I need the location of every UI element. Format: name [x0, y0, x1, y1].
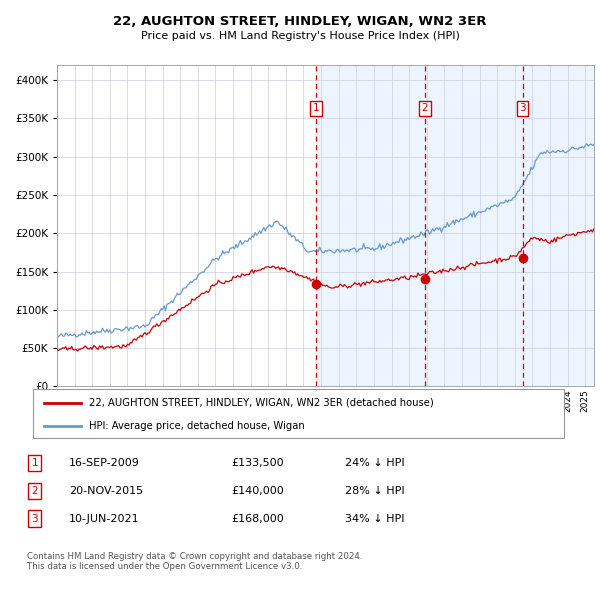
Text: £133,500: £133,500	[231, 458, 284, 468]
Bar	[316, 65, 594, 386]
Text: Price paid vs. HM Land Registry's House Price Index (HPI): Price paid vs. HM Land Registry's House …	[140, 31, 460, 41]
Text: 3: 3	[519, 103, 526, 113]
Text: £168,000: £168,000	[231, 514, 284, 523]
Text: 2: 2	[421, 103, 428, 113]
Text: 22, AUGHTON STREET, HINDLEY, WIGAN, WN2 3ER (detached house): 22, AUGHTON STREET, HINDLEY, WIGAN, WN2 …	[89, 398, 434, 408]
Text: £140,000: £140,000	[231, 486, 284, 496]
Text: 2: 2	[31, 486, 38, 496]
Text: 3: 3	[31, 514, 38, 523]
Text: 22, AUGHTON STREET, HINDLEY, WIGAN, WN2 3ER: 22, AUGHTON STREET, HINDLEY, WIGAN, WN2 …	[113, 15, 487, 28]
Text: 28% ↓ HPI: 28% ↓ HPI	[345, 486, 404, 496]
Text: 10-JUN-2021: 10-JUN-2021	[69, 514, 140, 523]
Text: HPI: Average price, detached house, Wigan: HPI: Average price, detached house, Wiga…	[89, 421, 305, 431]
Text: 20-NOV-2015: 20-NOV-2015	[69, 486, 143, 496]
Text: 16-SEP-2009: 16-SEP-2009	[69, 458, 140, 468]
Text: 1: 1	[313, 103, 319, 113]
FancyBboxPatch shape	[33, 389, 564, 438]
Text: Contains HM Land Registry data © Crown copyright and database right 2024.
This d: Contains HM Land Registry data © Crown c…	[27, 552, 362, 571]
Text: 1: 1	[31, 458, 38, 468]
Text: 34% ↓ HPI: 34% ↓ HPI	[345, 514, 404, 523]
Text: 24% ↓ HPI: 24% ↓ HPI	[345, 458, 404, 468]
